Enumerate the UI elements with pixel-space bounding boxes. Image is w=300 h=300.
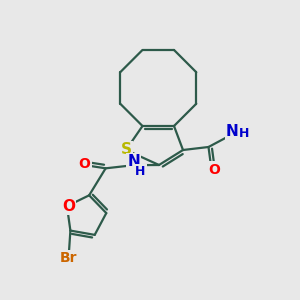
Text: H: H [135,165,146,178]
Text: N: N [128,154,140,169]
Text: N: N [226,124,239,140]
Text: O: O [62,199,75,214]
Text: O: O [208,163,220,176]
Text: S: S [121,142,131,158]
Text: Br: Br [60,251,78,266]
Text: H: H [239,127,250,140]
Text: O: O [79,157,91,171]
